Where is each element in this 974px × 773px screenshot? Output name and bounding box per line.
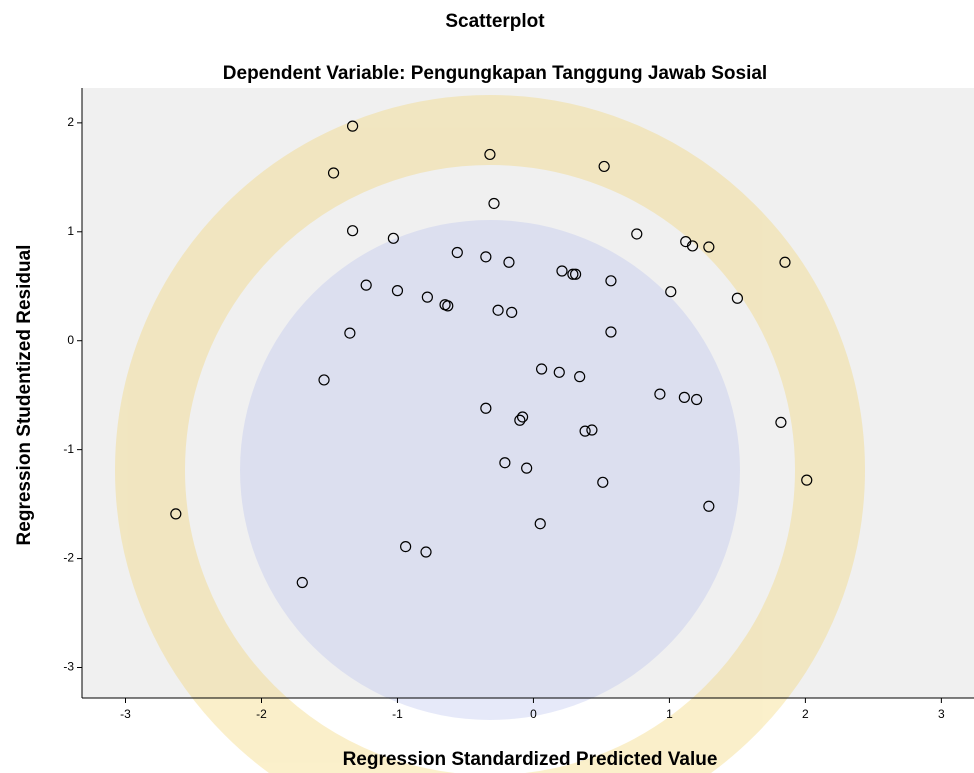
chart-subtitle: Dependent Variable: Pengungkapan Tanggun… [223,63,767,84]
x-tick-label: 2 [802,707,809,721]
y-tick-label: 0 [67,333,74,347]
x-axis-title: Regression Standardized Predicted Value [343,749,718,770]
watermark [150,130,830,773]
x-tick-label: -3 [120,707,131,721]
chart-title: Scatterplot [445,11,545,32]
x-tick-label: 1 [666,707,673,721]
y-tick-label: -1 [63,442,74,456]
y-tick-label: 2 [67,115,74,129]
x-tick-label: -2 [256,707,267,721]
y-axis-title: Regression Studentized Residual [14,245,35,546]
x-tick-label: -1 [392,707,403,721]
y-tick-label: -2 [63,551,74,565]
y-tick-label: -3 [63,660,74,674]
x-tick-label: 3 [938,707,945,721]
chart: Scatterplot Dependent Variable: Pengungk… [0,0,974,773]
x-tick-label: 0 [530,707,537,721]
y-tick-label: 1 [67,224,74,238]
